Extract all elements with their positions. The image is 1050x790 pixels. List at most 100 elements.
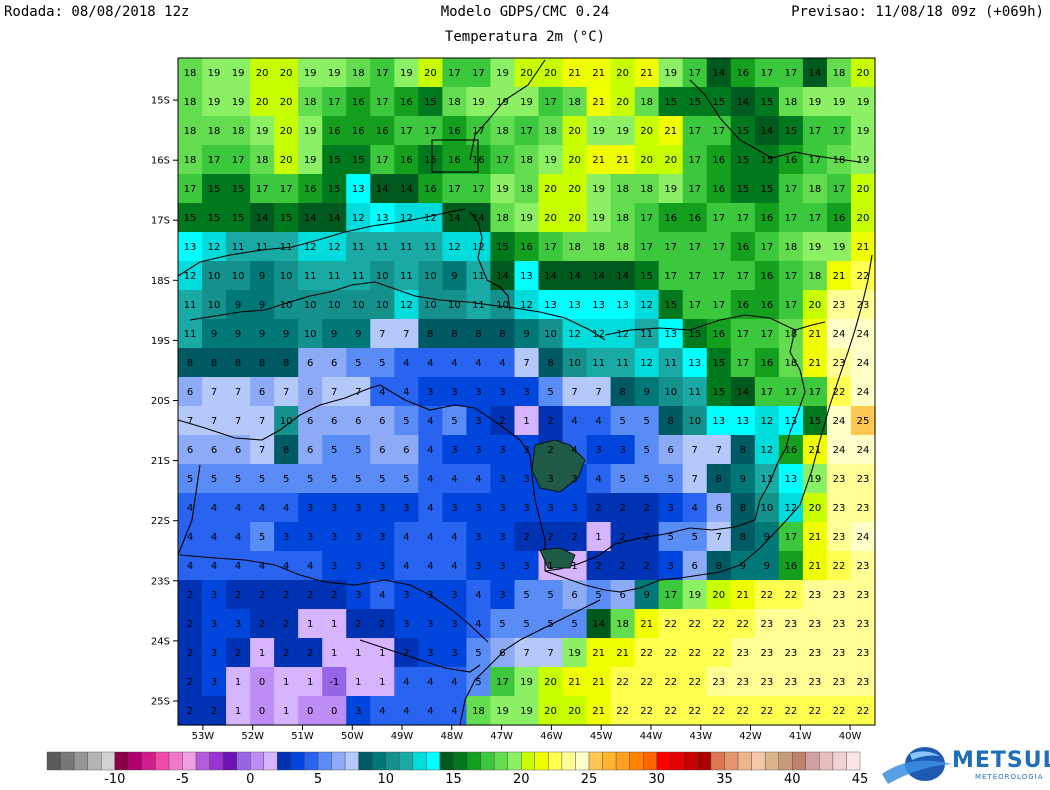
temp-cell [442,464,468,494]
lat-tick-label: 24S [151,636,170,647]
temp-value: 15 [785,126,798,137]
temp-value: 16 [376,126,389,137]
temp-value: 3 [235,619,241,630]
temp-cell [826,87,852,117]
temp-value: 16 [736,68,749,79]
colorbar-label: -10 [104,772,125,787]
temp-value: 17 [712,300,725,311]
temp-value: 5 [403,474,409,485]
colorbar-swatch [331,751,346,771]
colorbar-swatch [317,751,332,771]
temp-cell [850,522,876,552]
temp-value: 3 [283,532,289,543]
temp-cell [226,551,251,581]
temp-value: 10 [376,300,389,311]
temp-value: 19 [232,97,245,108]
temp-cell [610,580,636,610]
temp-value: 5 [379,358,385,369]
temp-value: 17 [640,242,653,253]
temp-cell [418,290,443,320]
temp-value: 10 [424,271,437,282]
temp-cell [850,261,876,291]
temp-value: 6 [187,445,193,456]
temp-value: 24 [833,416,846,427]
colorbar-swatch [358,751,373,771]
colorbar-swatch [277,751,292,771]
temp-cell [610,435,636,465]
temp-value: 15 [736,126,749,137]
temp-value: 21 [616,155,629,166]
temp-cell [226,696,251,726]
temp-cell [298,377,323,407]
temp-cell [682,609,708,639]
temp-cell [226,667,251,697]
temp-cell [778,348,804,378]
temp-value: 21 [857,242,870,253]
temp-value: 0 [307,706,313,717]
temp-cell [850,348,876,378]
temp-value: 22 [736,706,749,717]
temp-cell [850,406,876,436]
temp-cell [346,377,371,407]
temp-cell [658,435,684,465]
colorbar-swatch [439,751,454,771]
temp-value: 14 [400,184,413,195]
globe-swoosh [882,760,952,784]
temp-value: 10 [496,300,509,311]
temp-value: 4 [595,474,601,485]
temp-cell [706,580,732,610]
temp-value: 18 [184,97,197,108]
temp-value: 2 [643,561,649,572]
temp-value: 7 [523,358,529,369]
temp-value: 9 [259,271,265,282]
temp-value: 7 [259,416,265,427]
temp-cell [274,174,299,204]
temp-value: 8 [740,503,746,514]
temp-value: 13 [688,358,701,369]
temp-cell [514,348,540,378]
temp-cell [658,203,684,233]
temp-value: 5 [619,416,625,427]
temp-value: 3 [523,503,529,514]
temp-value: 2 [283,648,289,659]
colorbar-swatch [819,751,834,771]
temp-cell [802,145,828,175]
temp-cell [490,145,516,175]
temp-cell [202,319,227,349]
temp-cell [394,609,419,639]
temp-value: 6 [668,445,674,456]
temp-cell [250,174,275,204]
temp-cell [394,261,419,291]
temp-value: 6 [307,445,313,456]
temp-value: 3 [451,503,457,514]
temp-cell [562,667,588,697]
temp-value: 4 [187,503,193,514]
temp-cell [322,87,347,117]
temp-value: 4 [235,503,241,514]
temp-cell [274,203,299,233]
temp-value: 10 [328,300,341,311]
temp-value: 5 [643,445,649,456]
temp-cell [274,348,299,378]
temp-value: 23 [785,648,798,659]
temp-value: 19 [496,706,509,717]
temp-cell [754,87,780,117]
temp-cell [850,638,876,668]
temp-cell [586,174,612,204]
border-pr-sp [179,554,489,643]
temp-cell [778,406,804,436]
temp-cell [754,261,780,291]
temp-value: 13 [376,213,389,224]
temp-value: 23 [833,648,846,659]
temp-cell [394,551,419,581]
colorbar-label: 5 [314,772,322,787]
temp-cell [586,522,612,552]
lat-tick-label: 15S [151,96,170,107]
temp-value: 22 [760,590,773,601]
temp-cell [826,58,852,88]
temp-value: 12 [448,242,461,253]
temp-cell [730,667,756,697]
temp-value: 18 [568,97,581,108]
temp-value: 8 [547,358,553,369]
temp-value: 7 [355,387,361,398]
